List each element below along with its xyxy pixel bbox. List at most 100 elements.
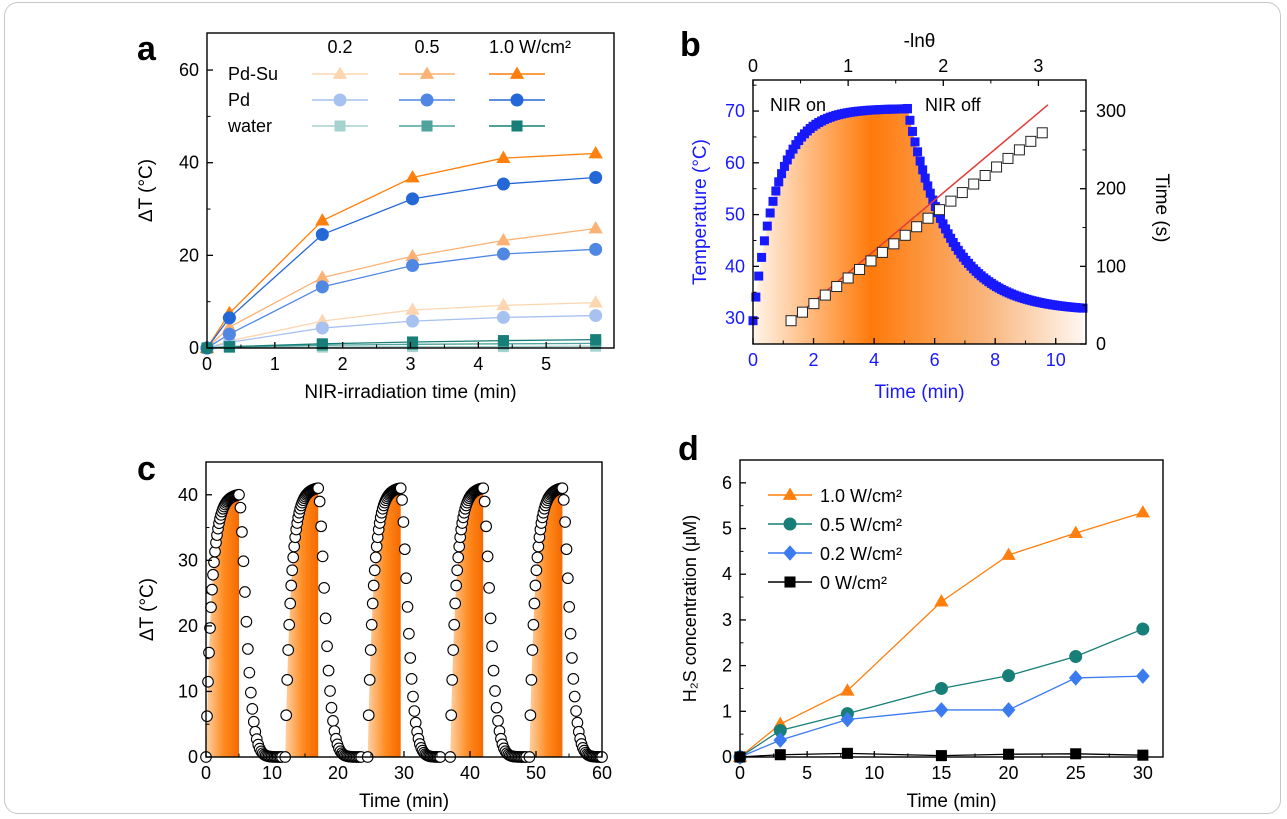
temperature-point <box>759 236 769 246</box>
x-tick-label: 5 <box>541 354 551 374</box>
x-tick-label: 0 <box>201 763 211 783</box>
data-point <box>240 615 253 628</box>
fit-point <box>1036 127 1048 139</box>
legend-marker <box>511 120 523 132</box>
x2-tick-label: 1 <box>843 56 853 76</box>
y-tick-label: 40 <box>178 485 198 505</box>
data-point <box>484 612 497 625</box>
data-point <box>287 551 300 564</box>
data-point <box>408 705 421 717</box>
data-point <box>394 482 407 495</box>
temperature-point <box>913 147 923 157</box>
data-point <box>406 259 420 273</box>
data-point <box>244 686 257 699</box>
fit-point <box>945 195 957 207</box>
data-point <box>246 703 259 715</box>
data-point <box>321 640 333 653</box>
data-point <box>496 247 510 261</box>
legend-label: 1.0 W/cm² <box>820 486 902 506</box>
legend-marker <box>510 93 524 107</box>
data-point <box>481 550 494 563</box>
data-point <box>564 627 577 640</box>
data-point <box>405 170 420 183</box>
data-point <box>478 495 491 508</box>
temperature-point <box>928 195 938 205</box>
data-point <box>449 597 462 610</box>
x-axis-label: Time (min) <box>359 791 449 812</box>
fit-point <box>854 263 866 275</box>
data-point <box>527 618 540 631</box>
x-tick-label: 15 <box>931 763 951 783</box>
temperature-point <box>923 181 933 191</box>
legend-marker <box>333 93 347 107</box>
x-tick-label: 4 <box>869 350 879 370</box>
x-axis-label: Time (min) <box>906 791 996 812</box>
data-point <box>840 711 855 728</box>
legend-marker <box>421 120 433 132</box>
data-point <box>404 652 417 664</box>
data-point <box>237 555 250 568</box>
data-point <box>247 715 260 728</box>
fit-point <box>842 272 854 284</box>
data-point <box>773 723 787 737</box>
data-point <box>398 543 411 556</box>
x-tick-label: 40 <box>460 763 480 783</box>
x-tick-label: 2 <box>338 354 348 374</box>
legend-row-label: Pd <box>228 90 250 110</box>
legend-marker <box>334 120 346 132</box>
data-point <box>222 311 236 325</box>
data-point <box>524 709 537 722</box>
data-point <box>283 618 296 631</box>
data-point <box>1136 622 1150 636</box>
data-point <box>362 709 375 722</box>
y-tick-label: 5 <box>722 519 732 539</box>
data-point <box>568 690 581 703</box>
data-point <box>526 644 539 656</box>
data-point <box>562 572 574 585</box>
data-point <box>403 627 415 640</box>
data-point <box>285 579 298 592</box>
fit-point <box>785 315 797 327</box>
temperature-point <box>751 292 761 302</box>
legend-marker <box>782 487 798 500</box>
data-point <box>315 270 330 283</box>
data-point <box>236 526 248 538</box>
data-point <box>840 683 855 696</box>
data-point <box>315 228 329 242</box>
legend-label: 0.5 W/cm² <box>820 515 902 535</box>
legend-row-label: water <box>227 116 272 136</box>
data-point <box>773 732 788 748</box>
data-point <box>201 710 213 723</box>
data-point <box>223 341 235 353</box>
y-tick-label: 0 <box>188 747 198 767</box>
data-point <box>401 601 414 613</box>
panel-letter: a <box>137 30 157 68</box>
data-point <box>480 520 493 533</box>
temperature-point <box>782 155 792 165</box>
x-tick-label: 0 <box>202 354 212 374</box>
panel-c: c 0 10 20 30 40 50 60 0 10 20 30 40 Time (min) ΔT (°C) <box>137 450 612 812</box>
data-point <box>396 494 408 506</box>
y-axis-label: ΔT (°C) <box>137 578 158 641</box>
x-tick-label: 50 <box>526 763 546 783</box>
temperature-point <box>938 219 948 229</box>
temperature-point <box>777 169 787 179</box>
data-point <box>492 715 504 727</box>
data-point <box>322 664 335 677</box>
data-point <box>589 171 603 185</box>
data-point <box>242 643 254 655</box>
y-tick-label: 70 <box>725 101 745 121</box>
data-point <box>567 673 580 685</box>
data-point <box>234 501 247 514</box>
data-point <box>369 551 382 564</box>
data-point <box>319 612 332 625</box>
x-tick-label: 20 <box>328 763 348 783</box>
data-point <box>590 334 602 346</box>
y-axis-label: H₂S concentration (μM) <box>680 515 700 702</box>
data-point <box>405 673 418 685</box>
data-point <box>446 674 459 686</box>
x-tick-label: 0 <box>735 763 745 783</box>
x-tick-label: 0 <box>748 350 758 370</box>
